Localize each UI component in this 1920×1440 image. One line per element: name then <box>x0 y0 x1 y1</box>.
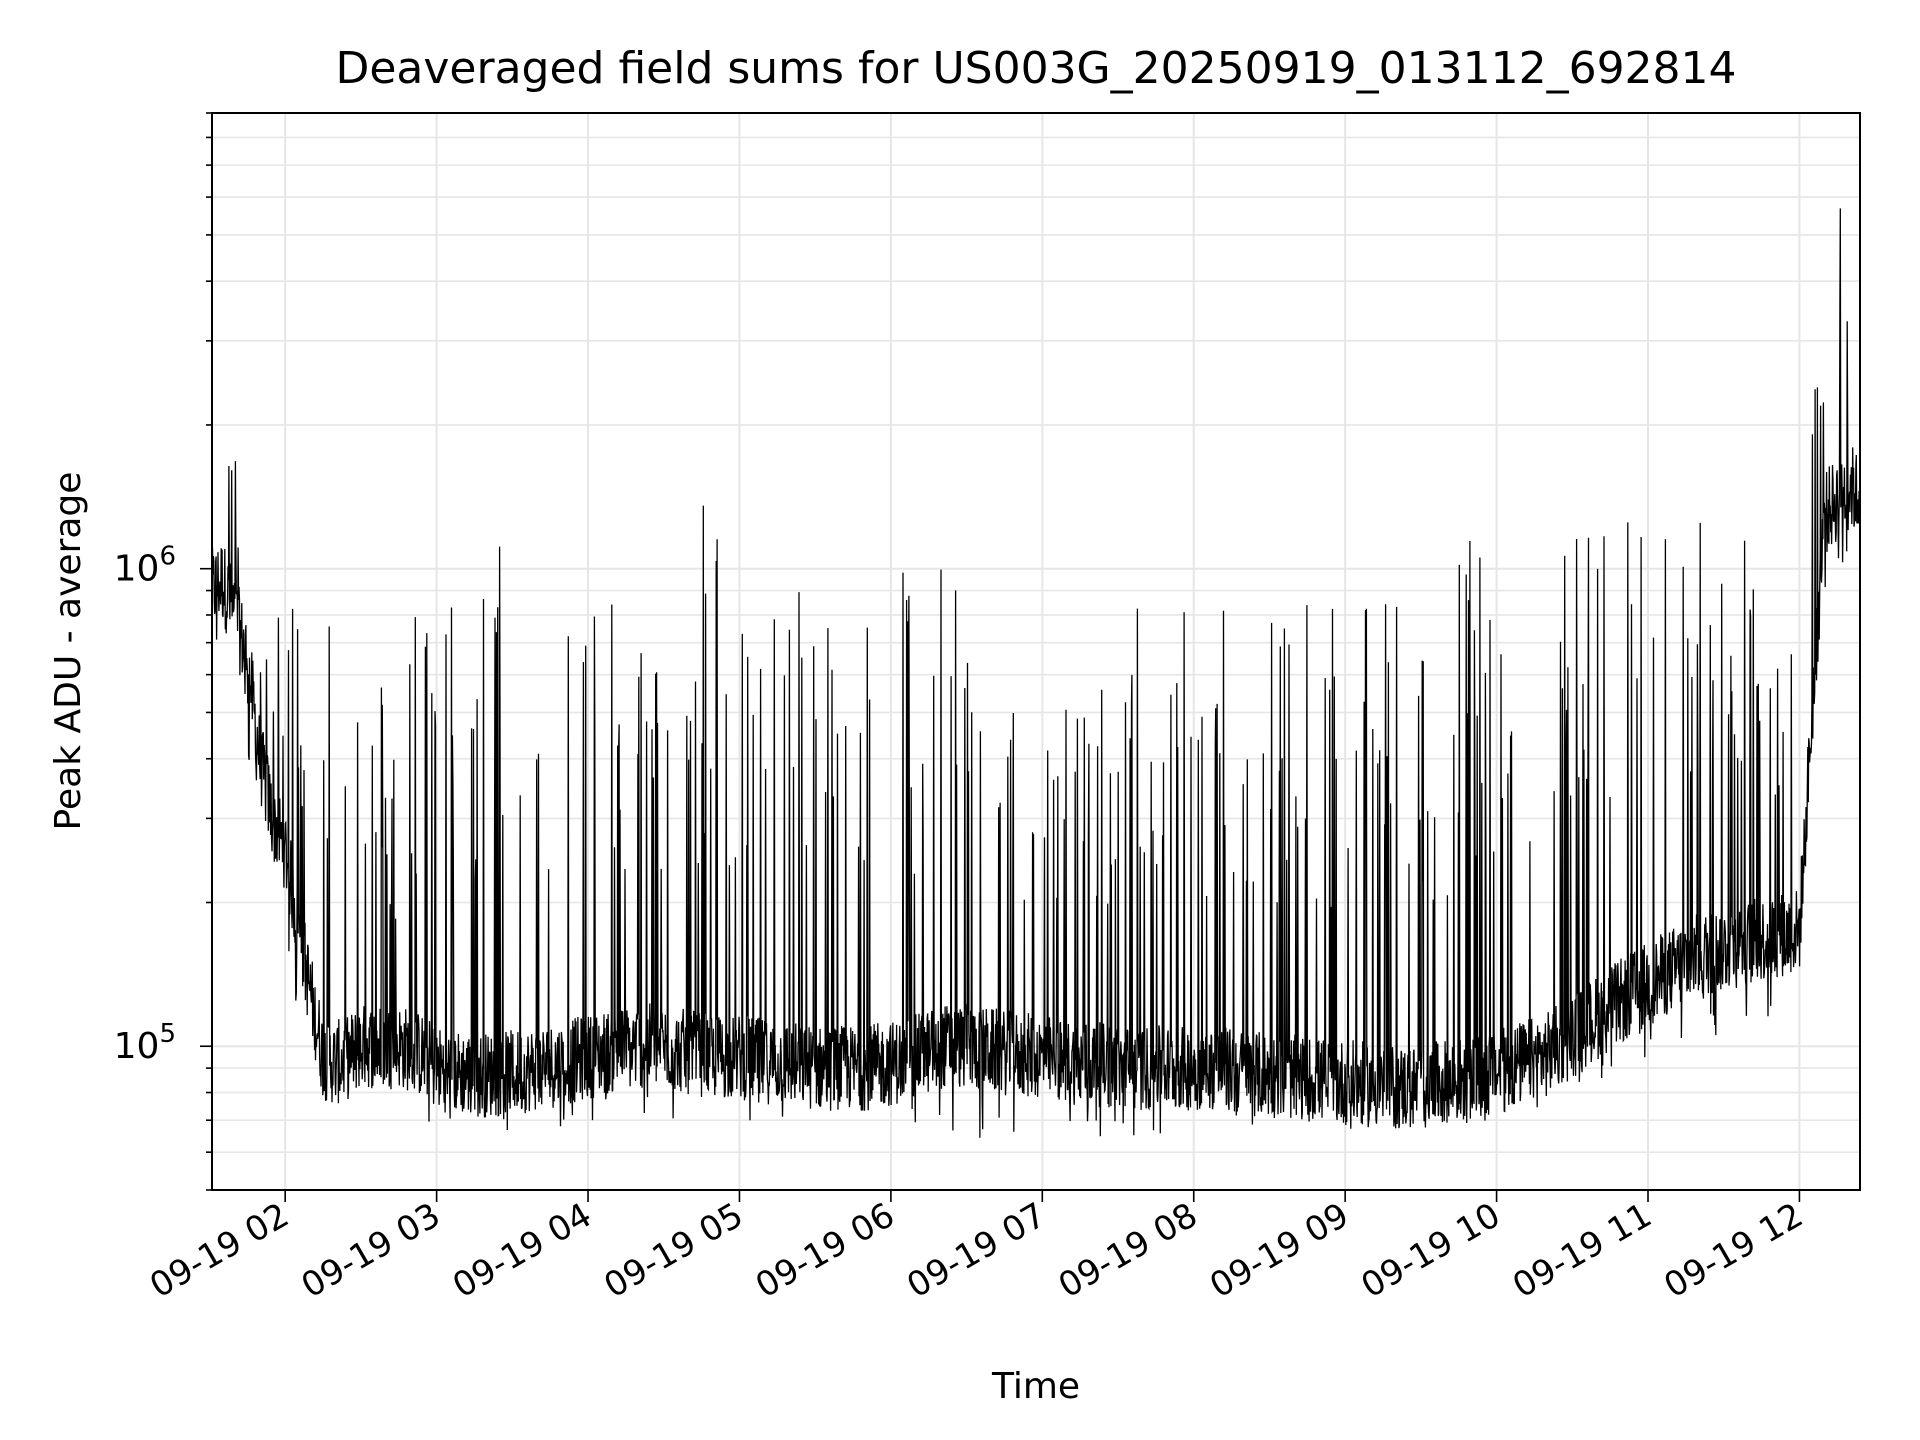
x-tick-label: 09-19 05 <box>598 1195 750 1306</box>
x-tick-label: 09-19 03 <box>295 1195 447 1306</box>
chart-title: Deaveraged field sums for US003G_2025091… <box>335 43 1736 94</box>
plot-frame <box>211 112 1861 1191</box>
x-tick-label: 09-19 12 <box>1658 1195 1810 1306</box>
x-tick-label: 09-19 09 <box>1203 1195 1355 1306</box>
grid <box>212 112 1860 1191</box>
x-tick-label: 09-19 10 <box>1355 1195 1507 1306</box>
x-tick-label: 09-19 07 <box>900 1195 1052 1306</box>
series-line <box>211 208 1861 1138</box>
x-tick-label: 09-19 06 <box>749 1195 901 1306</box>
x-tick-label: 09-19 04 <box>446 1195 598 1306</box>
y-axis-label: Peak ADU - average <box>48 472 89 831</box>
data-series <box>211 208 1861 1138</box>
x-tick-label: 09-19 08 <box>1052 1195 1204 1306</box>
x-axis-label: Time <box>991 1366 1080 1407</box>
x-tick-label: 09-19 02 <box>143 1195 295 1306</box>
y-tick-label: 106 <box>114 542 176 590</box>
x-axis: 09-19 02 09-19 03 09-19 04 09-19 05 09-19 06… <box>143 1190 1810 1306</box>
y-axis: 105 106 <box>114 112 212 1191</box>
x-tick-label: 09-19 11 <box>1506 1195 1658 1306</box>
y-tick-label: 105 <box>114 1019 176 1067</box>
